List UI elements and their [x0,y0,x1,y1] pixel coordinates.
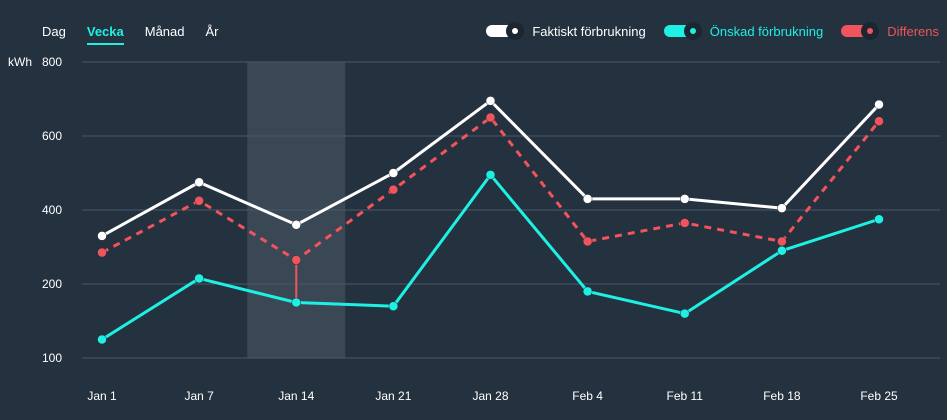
x-tick-label: Feb 4 [572,389,603,403]
legend-item-actual[interactable]: Faktiskt förbrukning [486,22,646,40]
y-axis-label: kWh [8,55,32,69]
data-point[interactable] [485,112,496,123]
data-point[interactable] [97,247,107,258]
data-point[interactable] [388,301,399,311]
data-point[interactable] [874,99,884,110]
data-point[interactable] [194,177,204,187]
legend-item-desired[interactable]: Önskad förbrukning [663,22,824,40]
grid-layer [82,61,940,359]
data-point[interactable] [777,203,787,213]
data-point[interactable] [874,116,884,126]
y-tick-label: 800 [42,55,62,69]
data-point[interactable] [874,214,884,224]
data-point[interactable] [291,220,301,230]
data-point[interactable] [582,286,593,297]
tab-week[interactable]: Vecka [86,24,124,45]
difference-toggle[interactable] [841,22,880,40]
legend-label-desired: Önskad förbrukning [709,23,824,39]
y-tick-label: 400 [42,203,62,217]
period-tabs: Dag Vecka Månad År [42,24,239,45]
x-tick-label: Jan 28 [472,389,508,403]
tab-year[interactable]: År [205,24,219,39]
tab-month[interactable]: Månad [144,24,185,39]
chart-legend: Faktiskt förbrukning Önskad förbrukning … [468,22,939,40]
series-line [101,173,880,341]
x-tick-label: Jan 7 [184,389,214,403]
data-point[interactable] [291,297,301,308]
x-tick-label: Feb 25 [860,389,898,403]
data-point[interactable] [97,231,107,241]
data-point[interactable] [485,96,496,106]
data-point[interactable] [291,255,301,265]
x-tick-label: Jan 21 [375,389,411,403]
legend-label-difference: Differens [887,23,939,39]
y-tick-layer: 100 200 400 600 800 [42,55,62,365]
y-tick-label: 200 [42,277,62,291]
legend-label-actual: Faktiskt förbrukning [532,23,646,39]
data-point[interactable] [194,196,204,206]
data-point[interactable] [194,273,204,284]
data-point[interactable] [388,184,399,195]
y-tick-label: 600 [42,129,62,143]
data-point[interactable] [680,218,690,228]
data-point[interactable] [485,170,496,180]
x-tick-label: Feb 11 [667,389,704,403]
data-point[interactable] [97,334,107,345]
data-point[interactable] [777,245,787,256]
data-point[interactable] [388,168,399,178]
legend-item-difference[interactable]: Differens [841,22,939,40]
desired-toggle[interactable] [663,22,702,40]
x-tick-label: Jan 1 [87,389,117,403]
data-point[interactable] [582,236,593,247]
data-point[interactable] [680,308,690,319]
x-tick-label: Jan 14 [278,389,314,403]
data-point[interactable] [582,194,593,204]
tab-day[interactable]: Dag [42,24,66,39]
x-tick-label: Feb 18 [763,389,801,403]
y-tick-label: 100 [42,351,62,365]
actual-toggle[interactable] [486,22,525,40]
x-tick-layer: Jan 1 Jan 7 Jan 14 Jan 21 Jan 28 Feb 4 Feb 11 F… [87,389,898,403]
series-layer [97,96,884,345]
series-line [101,116,881,262]
data-point[interactable] [777,236,787,247]
data-point[interactable] [680,194,690,204]
